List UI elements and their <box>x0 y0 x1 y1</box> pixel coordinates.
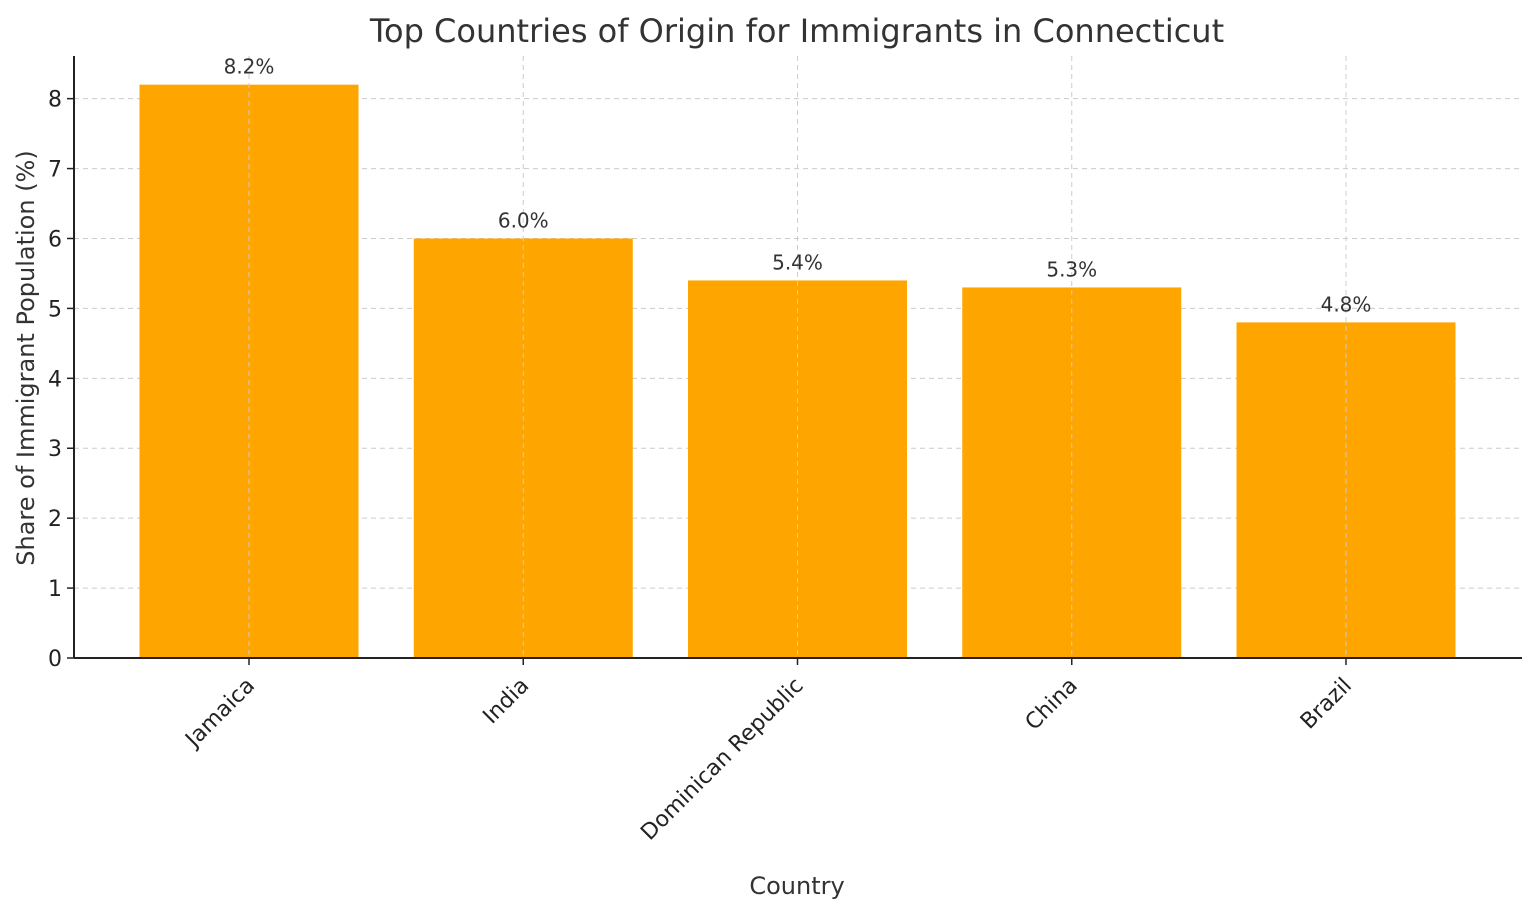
bar-data-label: 5.4% <box>772 250 823 274</box>
y-tick-label: 6 <box>48 227 62 252</box>
x-tick-label: India <box>478 673 534 729</box>
x-axis-label: Country <box>749 872 844 900</box>
bar-data-label: 5.3% <box>1046 257 1097 281</box>
y-axis-label: Share of Immigrant Population (%) <box>12 150 40 565</box>
x-tick-label: China <box>1021 673 1083 735</box>
y-tick-label: 7 <box>48 158 62 183</box>
bar-data-label: 6.0% <box>498 208 549 232</box>
y-tick-label: 4 <box>48 367 62 392</box>
x-tick-label: Dominican Republic <box>636 673 808 845</box>
y-tick-label: 8 <box>48 88 62 113</box>
data-labels-layer: 8.2% 6.0% 5.4% 5.3% 4.8% <box>224 55 1372 317</box>
y-tick-label: 0 <box>48 647 62 672</box>
x-tick-label: Jamaica <box>180 673 260 753</box>
y-tick-label: 2 <box>48 507 62 532</box>
vertical-grid-layer <box>248 56 1347 658</box>
y-tick-label: 3 <box>48 437 62 462</box>
bar-data-label: 8.2% <box>224 55 275 79</box>
y-tick-label: 1 <box>48 577 62 602</box>
chart-title: Top Countries of Origin for Immigrants i… <box>369 12 1224 50</box>
x-tick-label: Brazil <box>1296 673 1357 734</box>
bar-dominican-republic <box>688 280 907 658</box>
y-tick-label: 5 <box>48 297 62 322</box>
bar-data-label: 4.8% <box>1321 292 1372 316</box>
